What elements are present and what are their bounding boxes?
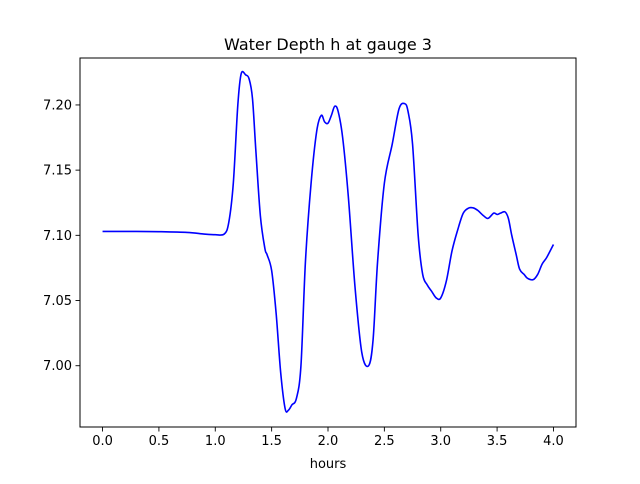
chart-title: Water Depth h at gauge 3 xyxy=(224,35,432,54)
y-tick-label: 7.20 xyxy=(43,98,72,113)
x-axis-label: hours xyxy=(310,457,347,472)
x-tick-label: 3.0 xyxy=(430,434,451,449)
x-tick-label: 1.0 xyxy=(205,434,226,449)
plot-area xyxy=(102,70,555,413)
x-tick-label: 2.0 xyxy=(318,434,339,449)
x-tick-label: 1.5 xyxy=(261,434,282,449)
y-tick-label: 7.10 xyxy=(43,229,72,244)
x-tick-label: 4.0 xyxy=(543,434,564,449)
x-tick-label: 2.5 xyxy=(374,434,395,449)
x-tick-label: 3.5 xyxy=(487,434,508,449)
y-tick-label: 7.15 xyxy=(43,164,72,179)
y-tick-label: 7.05 xyxy=(43,294,72,309)
series-line xyxy=(102,70,555,413)
x-tick-label: 0.5 xyxy=(149,434,170,449)
y-tick-label: 7.00 xyxy=(43,359,72,374)
x-tick-label: 0.0 xyxy=(92,434,113,449)
